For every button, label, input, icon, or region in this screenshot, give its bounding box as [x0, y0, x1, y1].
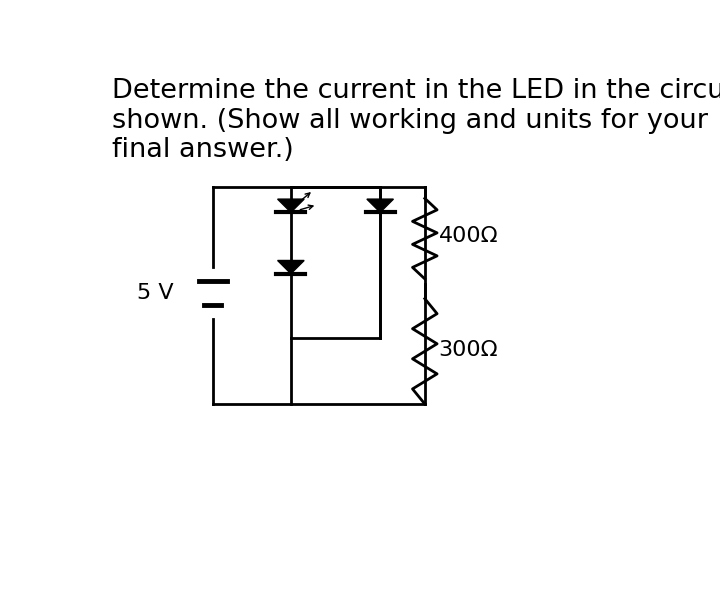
Polygon shape	[278, 199, 304, 212]
Polygon shape	[367, 199, 393, 212]
Polygon shape	[278, 261, 304, 273]
Text: Determine the current in the LED in the circuit: Determine the current in the LED in the …	[112, 78, 720, 104]
Text: 300Ω: 300Ω	[438, 340, 498, 360]
Text: shown. (Show all working and units for your: shown. (Show all working and units for y…	[112, 107, 708, 134]
Text: 5 V: 5 V	[137, 283, 174, 303]
Text: final answer.): final answer.)	[112, 137, 294, 163]
Text: 400Ω: 400Ω	[438, 226, 498, 246]
